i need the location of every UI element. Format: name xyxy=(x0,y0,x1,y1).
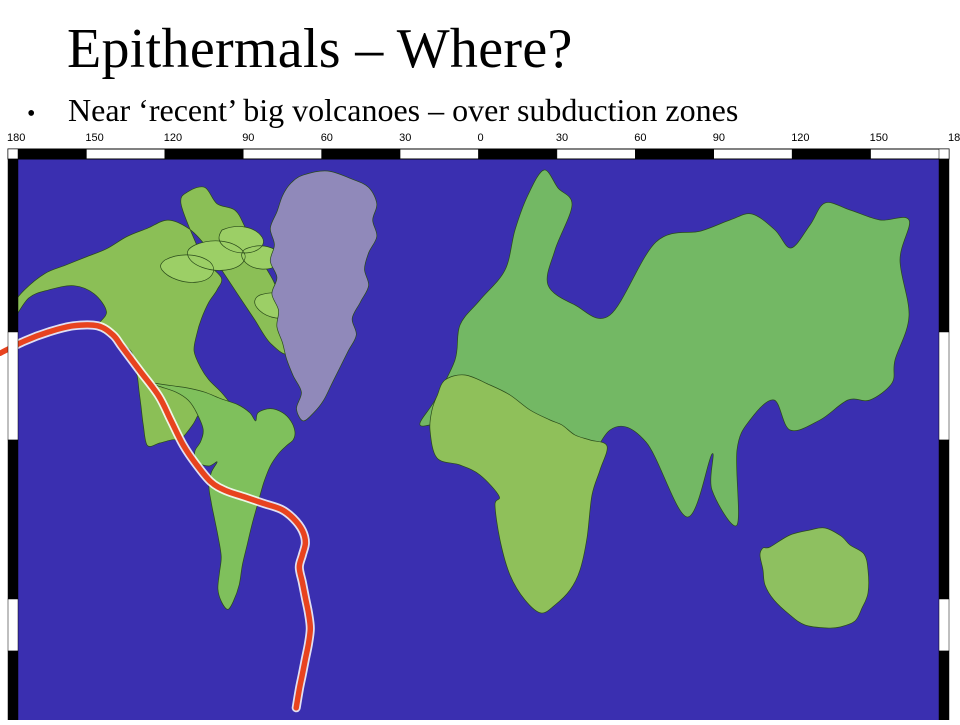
svg-text:120: 120 xyxy=(791,132,809,144)
svg-text:90: 90 xyxy=(242,132,254,144)
svg-text:60: 60 xyxy=(634,132,646,144)
svg-text:90: 90 xyxy=(713,132,725,144)
svg-text:30: 30 xyxy=(556,132,568,144)
svg-text:150: 150 xyxy=(85,132,103,144)
svg-text:180: 180 xyxy=(948,132,960,144)
svg-text:60: 60 xyxy=(321,132,333,144)
svg-text:120: 120 xyxy=(164,132,182,144)
svg-text:150: 150 xyxy=(870,132,888,144)
svg-text:180: 180 xyxy=(7,132,25,144)
svg-text:0: 0 xyxy=(478,132,484,144)
svg-text:30: 30 xyxy=(399,132,411,144)
